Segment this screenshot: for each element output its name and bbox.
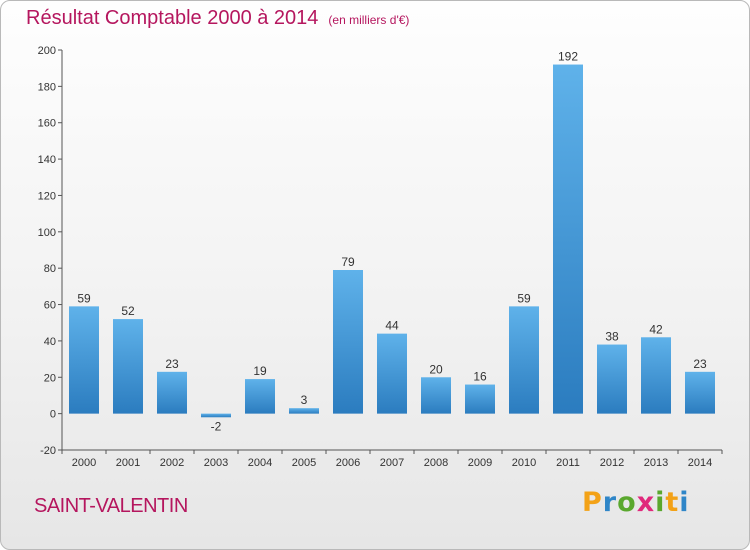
y-tick-label: 160 xyxy=(38,118,56,130)
x-tick-label: 2009 xyxy=(468,457,492,469)
x-tick-label: 2010 xyxy=(512,457,536,469)
bar xyxy=(553,64,583,414)
y-tick-label: 20 xyxy=(44,372,56,384)
data-label: 42 xyxy=(649,322,663,336)
bar xyxy=(421,377,451,414)
y-tick-label: -20 xyxy=(40,445,56,457)
x-tick-label: 2001 xyxy=(116,457,140,469)
y-tick-label: 140 xyxy=(38,154,56,166)
logo-letter: i xyxy=(679,487,690,518)
data-label: 19 xyxy=(253,364,267,378)
bar xyxy=(289,408,319,414)
bar xyxy=(113,319,143,414)
bar xyxy=(685,371,715,414)
x-tick-label: 2008 xyxy=(424,457,448,469)
y-tick-label: 0 xyxy=(50,409,56,421)
data-label: 3 xyxy=(301,393,308,407)
logo-letter: t xyxy=(665,487,680,518)
data-label: 192 xyxy=(558,50,578,64)
x-tick-label: 2013 xyxy=(644,457,668,469)
x-tick-label: 2014 xyxy=(688,457,712,469)
y-tick-label: 40 xyxy=(44,336,56,348)
bar xyxy=(377,333,407,414)
y-tick-label: 100 xyxy=(38,227,56,239)
x-tick-label: 2004 xyxy=(248,457,272,469)
y-tick-label: 120 xyxy=(38,190,56,202)
y-tick-label: 180 xyxy=(38,81,56,93)
logo-letter: i xyxy=(655,487,666,518)
x-tick-label: 2002 xyxy=(160,457,184,469)
data-label: 23 xyxy=(693,357,707,371)
data-label: 44 xyxy=(385,319,399,333)
x-tick-label: 2007 xyxy=(380,457,404,469)
bar xyxy=(201,413,231,418)
bar xyxy=(333,270,363,414)
chart-title: Résultat Comptable 2000 à 2014 (en millie… xyxy=(26,7,409,30)
y-tick-label: 200 xyxy=(38,45,56,57)
bar xyxy=(509,306,539,414)
bar xyxy=(597,344,627,414)
logo-letter: x xyxy=(636,487,656,518)
logo-letter: o xyxy=(617,487,637,518)
bar xyxy=(465,384,495,414)
title-unit: (en milliers d'€) xyxy=(328,13,410,27)
data-label: 52 xyxy=(121,304,135,318)
y-tick-label: 60 xyxy=(44,300,56,312)
data-label: 20 xyxy=(429,362,443,376)
data-label: 23 xyxy=(165,357,179,371)
x-tick-label: 2011 xyxy=(556,457,580,469)
commune-name: SAINT-VALENTIN xyxy=(34,495,188,517)
data-label: 38 xyxy=(605,330,619,344)
title-text: Résultat Comptable 2000 à 2014 xyxy=(26,7,319,29)
x-tick-label: 2006 xyxy=(336,457,360,469)
x-tick-label: 2003 xyxy=(204,457,228,469)
logo-letter: r xyxy=(602,487,618,518)
logo-letter: P xyxy=(582,487,603,518)
data-label: 16 xyxy=(473,370,487,384)
bar xyxy=(641,337,671,414)
bar xyxy=(245,379,275,414)
data-label: -2 xyxy=(211,419,222,433)
bar xyxy=(157,371,187,414)
data-label: 79 xyxy=(341,255,355,269)
x-tick-label: 2005 xyxy=(292,457,316,469)
x-tick-label: 2000 xyxy=(72,457,96,469)
y-tick-label: 80 xyxy=(44,263,56,275)
proxiti-logo[interactable]: Proxiti xyxy=(582,487,690,518)
x-tick-label: 2012 xyxy=(600,457,624,469)
data-label: 59 xyxy=(77,291,91,305)
data-label: 59 xyxy=(517,291,531,305)
bar xyxy=(69,306,99,414)
